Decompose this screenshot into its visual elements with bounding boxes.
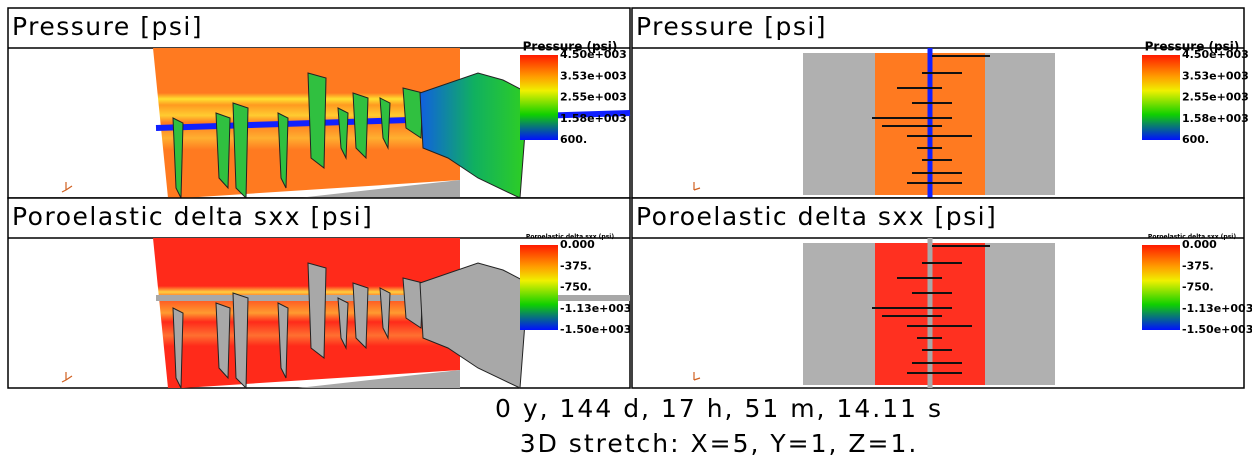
colorbar-label: -1.50e+003 — [1182, 323, 1252, 336]
colorbar-label: 0.000 — [560, 238, 595, 251]
panel: Poroelastic delta sxx [psi]Poroelastic d… — [8, 198, 631, 388]
colorbar-label: 600. — [560, 133, 587, 146]
colorbar — [1142, 55, 1180, 140]
panel-title: Pressure [psi] — [636, 12, 827, 41]
screen: Pressure [psi]Pressure (psi)4.50e+0033.5… — [0, 0, 1252, 465]
colorbar-label: -1.50e+003 — [560, 323, 631, 336]
colorbar-label: -375. — [560, 259, 592, 272]
colorbar-label: -1.13e+003 — [560, 302, 631, 315]
colorbar-label: 2.55e+003 — [560, 91, 627, 104]
panel: Poroelastic delta sxx [psi]Poroelastic d… — [632, 198, 1252, 388]
panel: Pressure [psi]Pressure (psi)4.50e+0033.5… — [8, 8, 630, 198]
colorbar — [1142, 245, 1180, 330]
stretch-label: 3D stretch: X=5, Y=1, Z=1. — [520, 429, 919, 458]
colorbar-label: -1.13e+003 — [1182, 302, 1252, 315]
panel-title: Poroelastic delta sxx [psi] — [12, 202, 373, 231]
colorbar — [520, 245, 558, 330]
colorbar-label: -375. — [1182, 259, 1214, 272]
colorbar-label: 4.50e+003 — [560, 48, 627, 61]
colorbar — [520, 55, 558, 140]
panel: Pressure [psi]Pressure (psi)4.50e+0033.5… — [632, 8, 1249, 198]
panel-title: Poroelastic delta sxx [psi] — [636, 202, 997, 231]
colorbar-label: 1.58e+003 — [560, 112, 627, 125]
colorbar-label: 600. — [1182, 133, 1209, 146]
colorbar-label: 4.50e+003 — [1182, 48, 1249, 61]
fracture — [308, 73, 326, 168]
fracture — [308, 263, 326, 358]
colorbar-label: -750. — [1182, 281, 1214, 294]
colorbar-label: 0.000 — [1182, 238, 1217, 251]
colorbar-label: 3.53e+003 — [560, 69, 627, 82]
colorbar-label: 3.53e+003 — [1182, 69, 1249, 82]
colorbar-label: 1.58e+003 — [1182, 112, 1249, 125]
panel-title: Pressure [psi] — [12, 12, 203, 41]
colorbar-label: 2.55e+003 — [1182, 91, 1249, 104]
time-label: 0 y, 144 d, 17 h, 51 m, 14.11 s — [495, 394, 943, 423]
colorbar-label: -750. — [560, 281, 592, 294]
